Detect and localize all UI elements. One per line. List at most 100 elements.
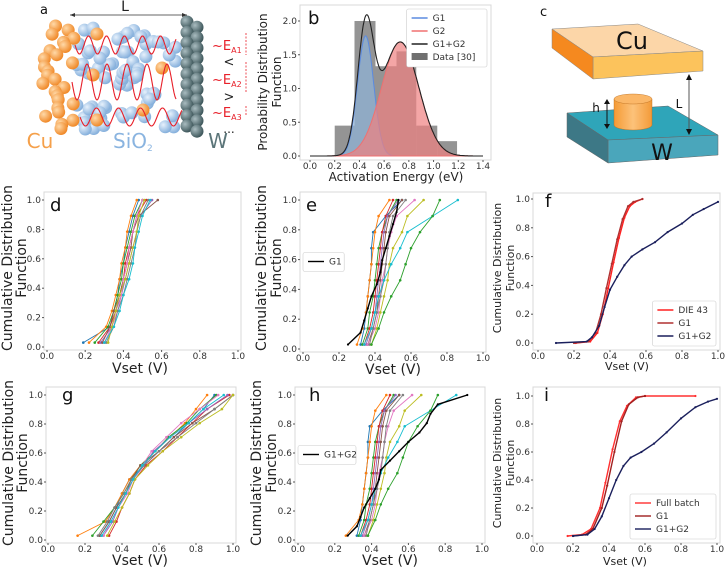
panel-letter-g: g xyxy=(62,385,73,406)
data-point xyxy=(216,393,220,397)
data-point xyxy=(716,200,720,203)
data-point xyxy=(384,214,388,218)
data-point xyxy=(101,341,104,344)
data-point xyxy=(383,409,386,412)
data-point xyxy=(382,278,386,282)
gaussian-sum-line xyxy=(310,14,483,157)
panel-f-chart: 0.0 0.2 0.4 0.6 0.8 1.0 0.0 0.2 0.4 0.6 0.8 1.0 Vset… xyxy=(491,191,725,373)
x-axis-label: Vset (V) xyxy=(605,360,649,373)
energy-wave-path xyxy=(79,107,183,127)
data-point xyxy=(622,464,625,468)
w-sphere xyxy=(180,36,194,50)
x-tick-label: 0.4 xyxy=(603,352,618,362)
legend-entry: G1+G2 xyxy=(678,332,711,342)
data-point xyxy=(366,534,370,537)
data-point xyxy=(410,393,414,397)
x-tick-label: 1.0 xyxy=(426,162,441,172)
data-point xyxy=(361,503,364,506)
panel-c-schematic: c Cu W h L xyxy=(540,5,719,166)
data-point xyxy=(600,506,603,510)
x-tick-label: 0.6 xyxy=(638,545,653,555)
data-point xyxy=(133,478,137,481)
data-point xyxy=(377,295,380,298)
x-tick-label: 0.4 xyxy=(602,545,617,555)
data-point xyxy=(361,343,364,346)
data-point xyxy=(362,327,366,330)
x-tick-label: 0.0 xyxy=(291,545,306,555)
data-point xyxy=(612,261,615,264)
data-point xyxy=(194,407,198,411)
data-point xyxy=(139,214,142,218)
data-point xyxy=(141,214,144,218)
data-point xyxy=(370,262,373,266)
data-point xyxy=(359,534,362,537)
data-point xyxy=(425,422,428,425)
y-tick-label: 0.0 xyxy=(516,532,531,542)
data-point xyxy=(715,397,719,400)
x-tick-label: 1.0 xyxy=(476,354,491,364)
y-tick-label: 1.0 xyxy=(278,391,293,401)
data-point xyxy=(93,341,97,344)
data-point xyxy=(652,442,656,445)
data-point xyxy=(179,421,183,425)
data-point xyxy=(388,262,391,266)
data-point xyxy=(368,343,371,346)
data-point xyxy=(379,246,382,250)
data-point xyxy=(706,400,710,403)
plot-marks xyxy=(344,393,469,537)
data-point xyxy=(124,246,127,249)
data-point xyxy=(115,506,118,509)
panel-b-chart: 0.0 0.2 0.4 0.6 0.8 1.0 1.2 1.4 0.0 0.5 1.0 1.5 2.0 A… xyxy=(256,4,492,184)
plot-area xyxy=(43,191,242,351)
data-point xyxy=(127,230,131,233)
data-point xyxy=(571,534,575,538)
comparator-ellipsis: ... xyxy=(223,122,234,136)
data-point xyxy=(385,424,388,428)
data-point xyxy=(630,255,633,258)
data-point xyxy=(133,246,137,249)
data-point xyxy=(418,230,422,234)
cu-sphere xyxy=(54,122,68,135)
data-point xyxy=(110,309,114,313)
w-label: W xyxy=(208,129,228,153)
data-point xyxy=(386,278,389,282)
data-point xyxy=(106,341,110,344)
data-point xyxy=(403,424,407,428)
legend-entry: G2 xyxy=(433,27,446,37)
panel-i-chart: 0.0 0.2 0.4 0.6 0.8 1.0 0.0 0.2 0.4 0.6 0.8 1.0 Vset… xyxy=(491,385,724,568)
w-sphere xyxy=(190,124,204,138)
sio2-sub: 2 xyxy=(147,144,153,154)
data-point xyxy=(157,449,161,453)
x-tick-label: 0.0 xyxy=(40,352,55,362)
data-point xyxy=(404,198,407,202)
data-point xyxy=(613,450,616,454)
sio2-sphere xyxy=(151,35,165,49)
data-point xyxy=(114,293,118,297)
cu-sphere xyxy=(66,97,80,111)
series-line-g1-g2 xyxy=(555,201,719,344)
y-tick-label: 1.0 xyxy=(29,391,44,401)
data-point xyxy=(191,421,194,425)
cu-sphere xyxy=(48,72,62,86)
w-sphere xyxy=(190,83,204,97)
data-point xyxy=(124,492,127,495)
series-line xyxy=(370,199,441,345)
data-point xyxy=(168,435,172,439)
data-point xyxy=(375,503,379,506)
data-point xyxy=(129,230,133,233)
data-point xyxy=(87,341,91,344)
data-point xyxy=(401,393,405,397)
data-point xyxy=(137,214,140,218)
panel-g-chart: 0.0 0.2 0.4 0.6 0.8 1.0 0.0 0.2 0.4 0.6 0.8 1.0 Vset… xyxy=(1,380,240,568)
data-point xyxy=(429,409,432,412)
x-tick-label: 0.2 xyxy=(78,352,92,362)
y-axis-label: Cumulative Distribution xyxy=(249,380,265,546)
data-point xyxy=(368,440,372,444)
data-point xyxy=(127,246,131,249)
data-point xyxy=(566,534,569,538)
data-point xyxy=(362,534,366,537)
data-point xyxy=(109,520,113,523)
x-tick-label: 0.6 xyxy=(639,352,654,362)
plot-area xyxy=(294,386,486,544)
data-point xyxy=(146,464,150,467)
